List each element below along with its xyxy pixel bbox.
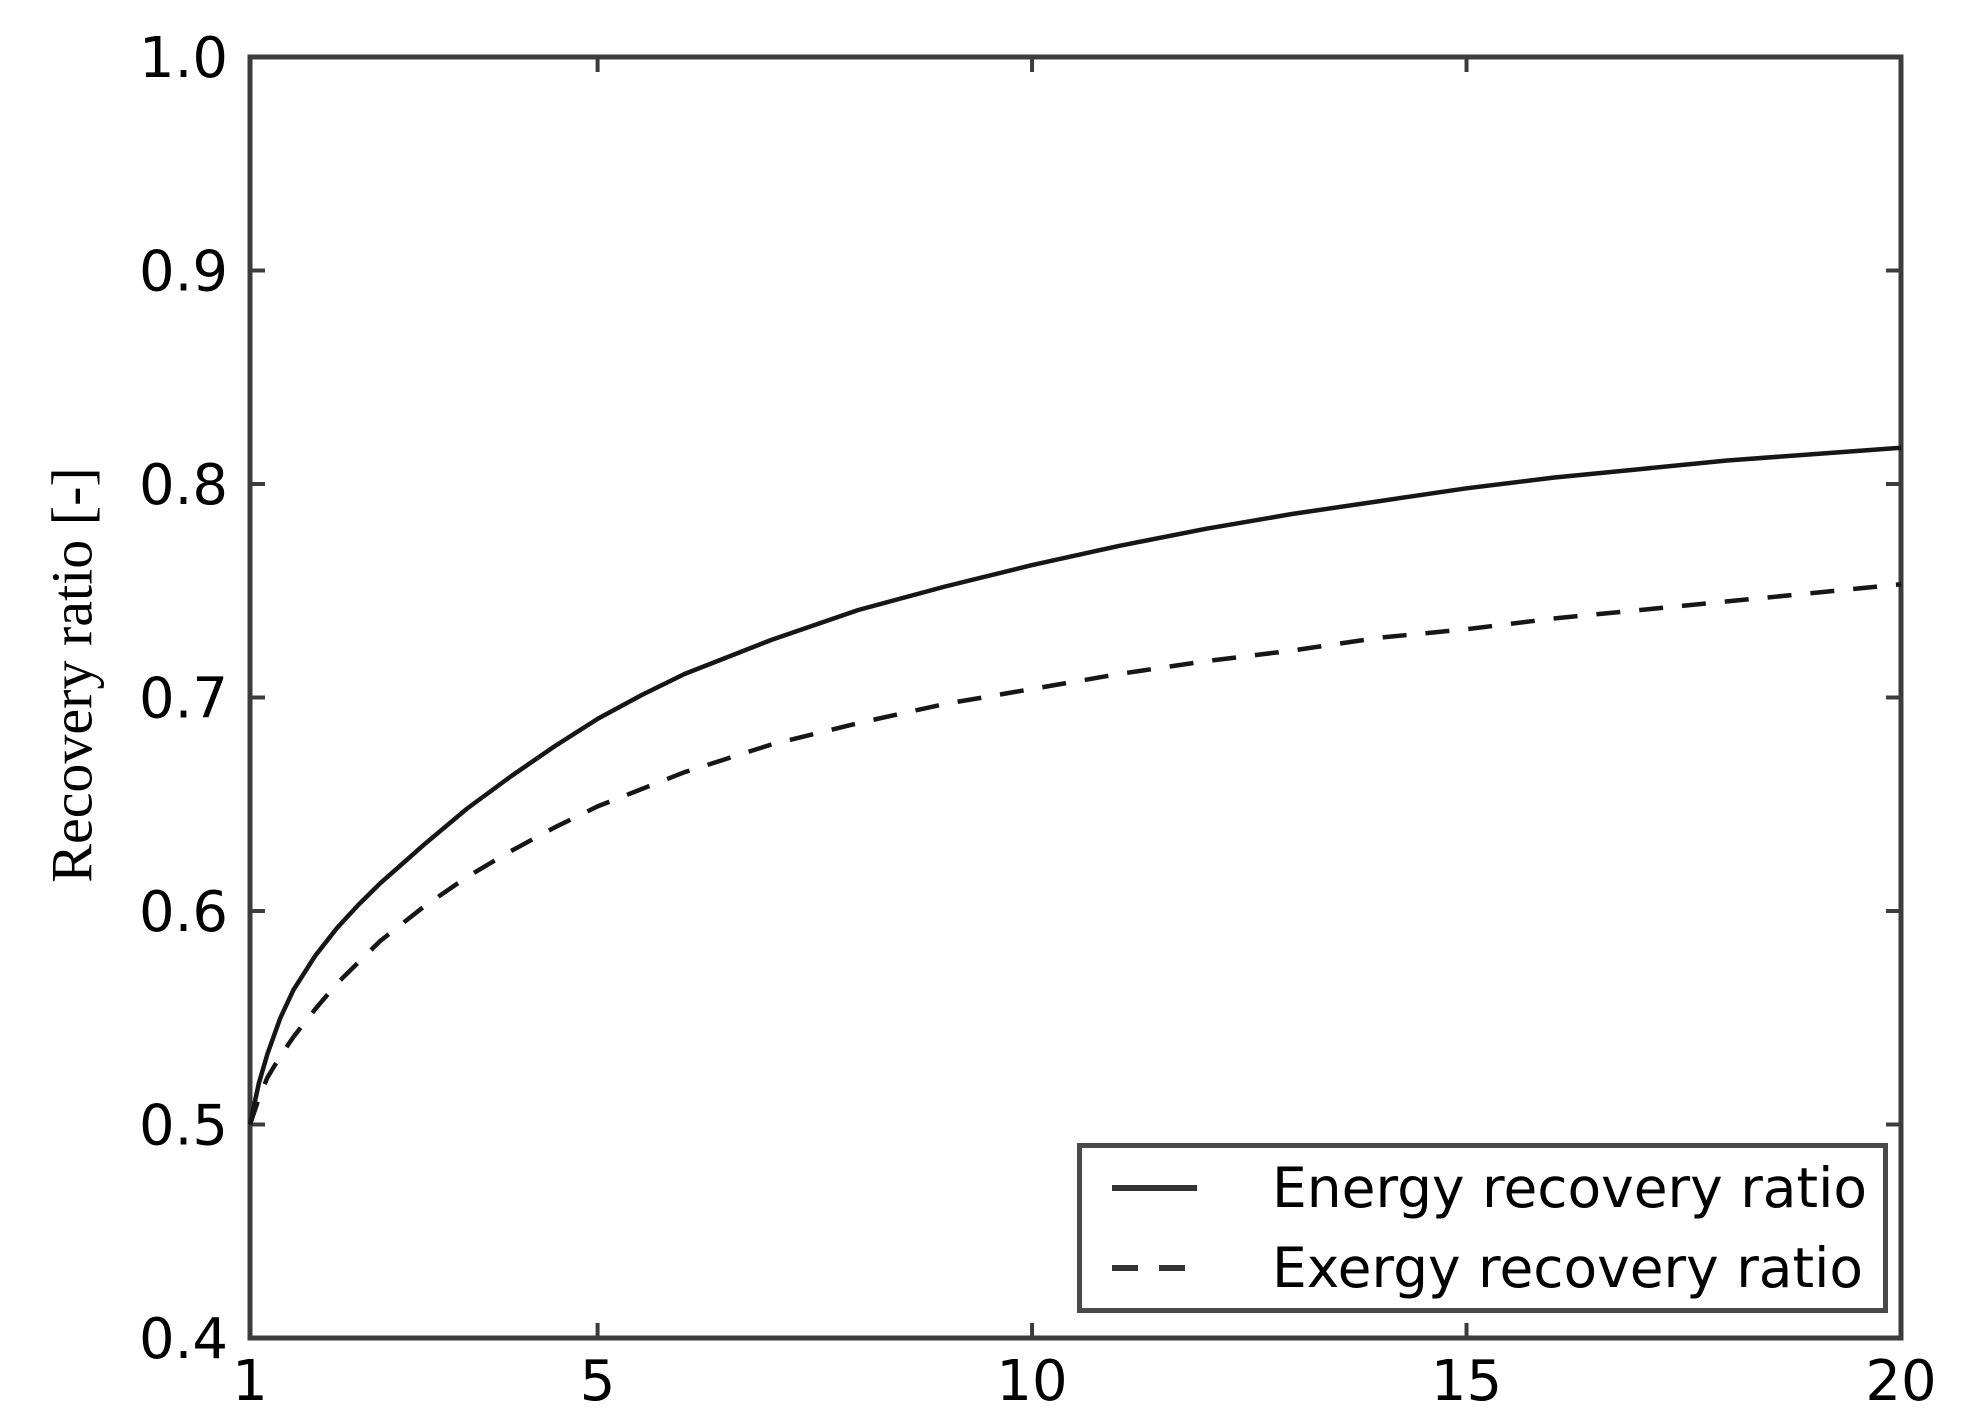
solid-line-sample [1112,1185,1197,1191]
y-tick-label: 1.0 [139,26,228,91]
y-tick-label: 0.7 [139,667,228,732]
legend-item-exergy: Exergy recovery ratio [1082,1228,1883,1308]
y-tick-label: 0.8 [139,453,228,518]
x-tick-label: 10 [996,1349,1067,1414]
x-tick-label: 1 [232,1349,268,1414]
y-axis-label: Recovery ratio [-] [39,467,105,883]
dashed-line-sample [1112,1265,1197,1271]
legend-label-energy: Energy recovery ratio [1272,1156,1868,1220]
energy-curve [247,445,1902,1125]
x-tick-label: 15 [1431,1349,1502,1414]
x-tick-label: 5 [580,1349,616,1414]
y-tick-label: 0.4 [139,1307,228,1372]
legend-label-exergy: Exergy recovery ratio [1272,1236,1864,1300]
exergy-curve [247,582,1902,1126]
x-tick-label: 20 [1865,1349,1936,1414]
y-tick-label: 0.9 [139,240,228,305]
legend: Energy recovery ratio Exergy recovery ra… [1077,1143,1888,1313]
y-tick-label: 0.5 [139,1094,228,1159]
legend-item-energy: Energy recovery ratio [1082,1148,1883,1228]
y-tick-label: 0.6 [139,880,228,945]
